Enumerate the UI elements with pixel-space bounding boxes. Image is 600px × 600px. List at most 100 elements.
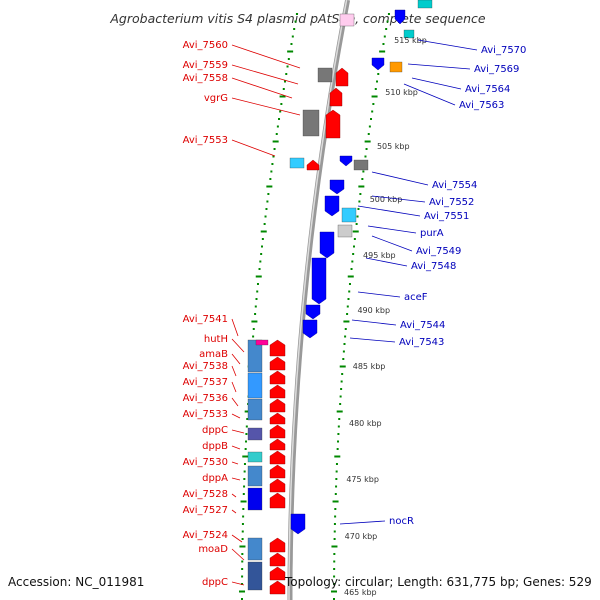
orf-box	[339, 13, 355, 27]
leader-line	[231, 64, 299, 85]
outer-tick	[379, 50, 386, 53]
forward-gene-arrow	[269, 492, 286, 509]
outer-tick	[367, 133, 370, 135]
inner-tick	[245, 440, 248, 443]
outer-tick	[371, 95, 378, 98]
forward-gene-arrow	[269, 566, 286, 581]
outer-tick	[333, 530, 336, 533]
forward-gene-arrow	[335, 67, 349, 87]
outer-tick	[344, 328, 347, 330]
leader-line	[371, 235, 413, 252]
leader-line	[231, 548, 245, 561]
inner-tick	[252, 328, 255, 330]
outer-tick	[333, 523, 336, 525]
leader-line	[231, 534, 243, 543]
left-gene-label: hutH	[204, 334, 228, 345]
leader-line	[357, 205, 421, 217]
leader-line	[411, 77, 462, 90]
inner-tick	[239, 590, 246, 593]
outer-tick	[336, 448, 339, 450]
scale-label-layer: 515 kbp 510 kbp 505 kbp 500 kbp 495 kbp 490 k…	[344, 36, 427, 597]
scale-label: 515 kbp	[394, 36, 427, 45]
outer-tick	[376, 80, 379, 83]
leader-line	[403, 83, 456, 106]
forward-gene-arrow	[329, 87, 343, 107]
leader-line	[231, 365, 237, 377]
outer-tick	[347, 298, 350, 300]
inner-tick	[254, 313, 257, 315]
orf-box	[247, 339, 263, 373]
inner-tick	[260, 245, 263, 248]
outer-tick	[372, 103, 375, 105]
inner-tick	[241, 523, 244, 525]
inner-tick	[241, 553, 244, 555]
forward-gene-arrow	[269, 580, 286, 595]
orf-box	[353, 159, 369, 171]
outer-tick	[333, 553, 336, 555]
outer-tick	[344, 335, 347, 338]
forward-gene-arrow	[269, 384, 286, 399]
scale-label: 485 kbp	[353, 362, 386, 371]
left-gene-label: dppA	[202, 473, 228, 484]
right-gene-label: aceF	[404, 292, 428, 303]
left-gene-label: dppC	[202, 425, 228, 436]
leader-line	[231, 44, 301, 69]
inner-tick	[251, 320, 258, 323]
inner-tick	[242, 508, 245, 510]
right-gene-label: Avi_7552	[429, 197, 474, 208]
orf-box	[403, 29, 415, 39]
inner-tick	[270, 170, 273, 173]
inner-tick	[243, 463, 246, 465]
orf-box	[337, 224, 353, 238]
outer-tick	[364, 140, 371, 143]
leader-line	[417, 39, 478, 51]
right-gene-label: Avi_7564	[465, 84, 510, 95]
right-gene-label: Avi_7548	[411, 261, 456, 272]
outer-tick	[335, 463, 338, 465]
inner-tick	[241, 568, 244, 570]
reverse-gene-arrow	[302, 319, 318, 339]
inner-tick	[255, 275, 262, 278]
inner-tick	[280, 103, 283, 105]
left-gene-label: Avi_7538	[183, 361, 228, 372]
inner-tick	[252, 335, 255, 338]
forward-gene-arrow	[306, 159, 320, 171]
outer-tick	[332, 500, 339, 503]
left-gene-label: Avi_7558	[183, 73, 228, 84]
scale-label: 505 kbp	[377, 142, 410, 151]
leader-line	[365, 257, 408, 267]
outer-tick	[331, 590, 338, 593]
inner-tick	[266, 185, 273, 188]
reverse-gene-arrow	[305, 304, 321, 320]
left-gene-label: Avi_7524	[183, 530, 228, 541]
leader-line	[339, 520, 386, 525]
reverse-gene-arrow	[329, 179, 345, 195]
reverse-gene-arrow	[371, 57, 385, 71]
leader-line	[231, 493, 237, 498]
outer-tick	[385, 28, 388, 30]
inner-tick	[254, 305, 257, 308]
inner-tick	[246, 418, 249, 420]
leader-line	[231, 461, 239, 465]
forward-gene-arrow	[269, 339, 286, 357]
leader-line	[231, 413, 241, 419]
outer-tick	[342, 358, 345, 360]
outer-tick	[335, 485, 338, 488]
outer-tick	[365, 148, 368, 150]
inner-tick	[273, 148, 276, 150]
inner-tick	[243, 478, 246, 480]
outer-tick	[362, 170, 365, 173]
forward-gene-arrow	[269, 370, 286, 385]
inner-tick	[272, 155, 275, 158]
leader-line	[351, 319, 397, 326]
orf-box	[289, 157, 305, 169]
orf-box	[247, 487, 263, 511]
outer-tick	[370, 118, 373, 120]
left-gene-label: Avi_7537	[183, 377, 228, 388]
outer-tick	[347, 275, 354, 278]
outer-tick	[333, 575, 336, 578]
inner-tick	[241, 560, 244, 563]
outer-tick	[333, 583, 336, 585]
scale-label: 475 kbp	[346, 475, 379, 484]
leader-line	[371, 171, 429, 186]
